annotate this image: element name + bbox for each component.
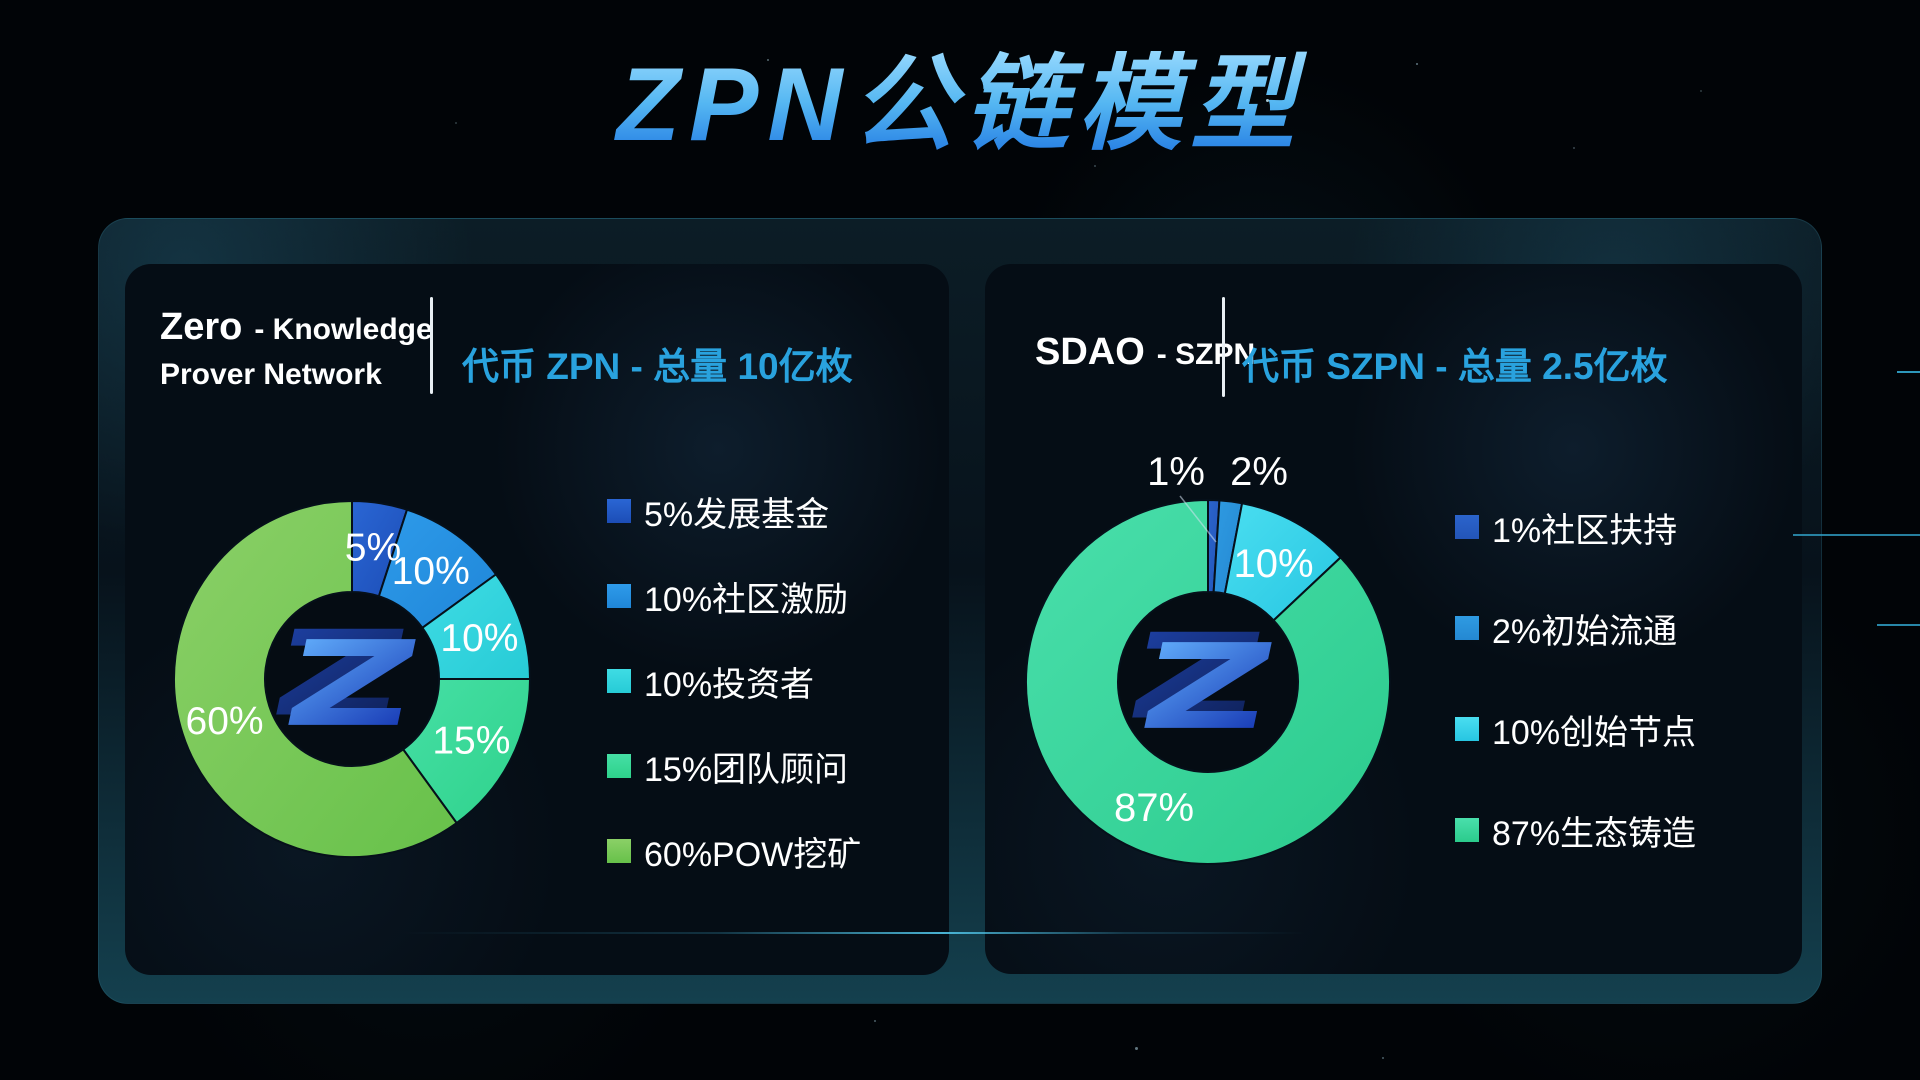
legend-item: 87%生态铸造 <box>1455 810 1696 853</box>
decor-line-right-1 <box>1897 371 1920 373</box>
legend-label: 87%生态铸造 <box>1492 814 1697 853</box>
star-dot <box>1416 63 1418 65</box>
legend-item: 5%发展基金 <box>607 491 861 534</box>
legend-item: 2%初始流通 <box>1455 608 1696 651</box>
decor-line-right-3 <box>1877 624 1920 626</box>
legend-label: 1%社区扶持 <box>1492 511 1678 550</box>
zpn-name-line2: Prover Network <box>160 358 382 391</box>
legend-label: 2%初始流通 <box>1492 612 1678 651</box>
legend-label: 60%POW挖矿 <box>644 835 862 874</box>
legend-swatch-icon <box>1455 717 1479 741</box>
donut-label-发展基金: 5% <box>345 526 401 569</box>
zpn-legend: 5%发展基金 10%社区激励 10%投资者 15%团队顾问 60%POW挖矿 <box>607 491 861 916</box>
zpn-card-title: Zero - Knowledge Prover Network <box>160 306 433 393</box>
zpn-header-divider <box>430 297 433 394</box>
zpn-name-primary: Zero <box>160 306 243 348</box>
donut-segment-团队顾问 <box>402 678 531 825</box>
legend-item: 10%创始节点 <box>1455 709 1696 752</box>
szpn-legend: 1%社区扶持 2%初始流通 10%创始节点 87%生态铸造 <box>1455 507 1696 911</box>
legend-label: 10%创始节点 <box>1492 713 1697 752</box>
legend-label: 15%团队顾问 <box>644 750 849 789</box>
szpn-token-info: 代币 SZPN - 总量 2.5亿枚 <box>1242 346 1668 387</box>
legend-item: 10%投资者 <box>607 661 861 704</box>
szpn-card-title: SDAO - SZPN <box>1035 332 1255 380</box>
zpn-name-secondary: - Knowledge <box>254 313 433 346</box>
legend-swatch-icon <box>1455 616 1479 640</box>
szpn-name-secondary: - SZPN <box>1156 338 1256 371</box>
szpn-donut-chart: 1% 2% 10% 87% <box>1025 450 1391 865</box>
legend-swatch-icon <box>607 584 631 608</box>
z-logo-icon <box>276 628 416 725</box>
donut-label-投资者: 10% <box>440 617 518 660</box>
legend-swatch-icon <box>607 839 631 863</box>
donut-label-创始节点: 10% <box>1233 542 1313 586</box>
legend-item: 15%团队顾问 <box>607 746 861 789</box>
legend-item: 10%社区激励 <box>607 576 861 619</box>
star-dot <box>1700 90 1702 92</box>
zpn-token-info: 代币 ZPN - 总量 10亿枚 <box>462 346 853 387</box>
legend-item: 60%POW挖矿 <box>607 831 861 874</box>
decor-line-right-2 <box>1793 534 1920 536</box>
legend-item: 1%社区扶持 <box>1455 507 1696 550</box>
szpn-header-divider <box>1222 297 1225 397</box>
legend-swatch-icon <box>1455 515 1479 539</box>
star-dot <box>1573 147 1575 149</box>
decor-underline <box>400 932 1305 934</box>
legend-swatch-icon <box>607 499 631 523</box>
star-dot <box>767 59 769 61</box>
donut-label-社区扶持: 1% <box>1147 450 1205 494</box>
star-dot <box>1382 1057 1384 1059</box>
star-dot <box>874 1020 876 1022</box>
donut-label-POW挖矿: 60% <box>186 700 264 743</box>
star-dot <box>1094 165 1096 167</box>
legend-swatch-icon <box>1455 818 1479 842</box>
star-dot <box>1266 99 1269 102</box>
legend-label: 5%发展基金 <box>644 495 830 534</box>
z-logo-icon <box>1132 631 1272 728</box>
star-dot <box>1135 1047 1138 1050</box>
donut-label-团队顾问: 15% <box>432 719 510 762</box>
zpn-donut-chart: 5%10%10%15%60% <box>173 500 531 858</box>
legend-label: 10%投资者 <box>644 665 815 704</box>
legend-swatch-icon <box>607 754 631 778</box>
legend-swatch-icon <box>607 669 631 693</box>
legend-label: 10%社区激励 <box>644 580 849 619</box>
szpn-name-primary: SDAO <box>1035 331 1145 373</box>
donut-label-初始流通: 2% <box>1230 450 1288 494</box>
donut-label-社区激励: 10% <box>392 550 470 593</box>
page-title: ZPN公链模型 <box>0 44 1920 167</box>
szpn-card <box>985 264 1802 974</box>
donut-segment-POW挖矿 <box>173 500 458 858</box>
donut-segment-生态铸造 <box>1025 499 1391 865</box>
star-dot <box>455 122 457 124</box>
donut-label-生态铸造: 87% <box>1114 786 1194 830</box>
